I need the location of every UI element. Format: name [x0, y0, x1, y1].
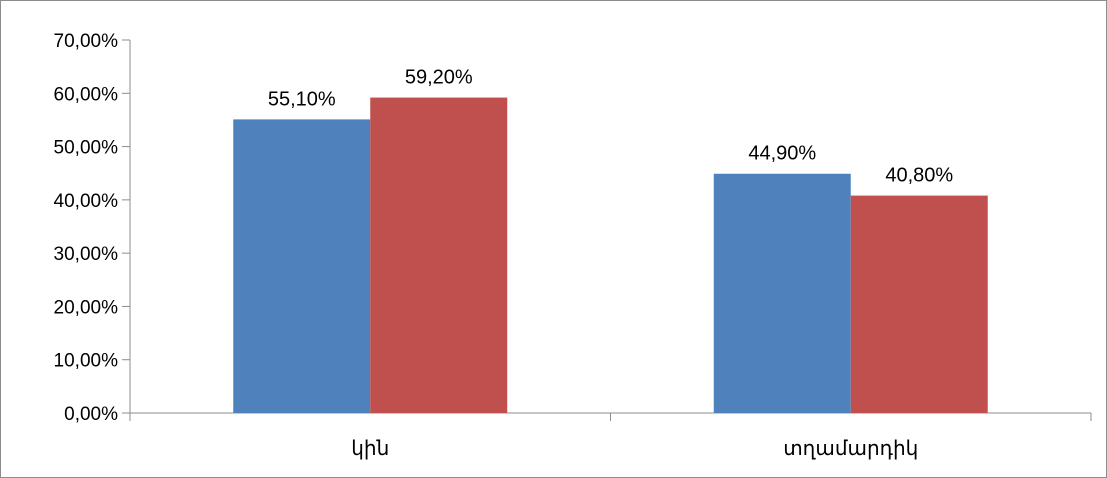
y-tick-label: 60,00% — [54, 84, 119, 105]
bar — [850, 195, 988, 413]
bar — [233, 119, 371, 413]
data-labels: 55,10% 59,20% 44,90% 40,80% — [268, 67, 954, 187]
data-label: 40,80% — [885, 165, 953, 187]
y-tick-label: 40,00% — [54, 191, 119, 212]
y-tick-label: 70,00% — [54, 31, 119, 52]
data-label: 55,10% — [268, 88, 336, 110]
bar — [370, 97, 508, 413]
y-tick-label: 0,00% — [64, 404, 118, 425]
x-category-label: կին — [351, 438, 389, 460]
y-axis: 0,00% 10,00% 20,00% 30,00% 40,00% 50,00% 60,00… — [54, 31, 131, 425]
y-tick-label: 20,00% — [54, 297, 119, 318]
y-tick-label: 30,00% — [54, 244, 119, 265]
bar — [713, 173, 851, 413]
data-label: 44,90% — [748, 143, 816, 165]
x-category-label: տղամարդիկ — [783, 438, 918, 460]
data-label: 59,20% — [405, 67, 473, 89]
y-tick-label: 50,00% — [54, 138, 119, 159]
bars — [233, 97, 988, 413]
y-tick-label: 10,00% — [54, 351, 119, 372]
